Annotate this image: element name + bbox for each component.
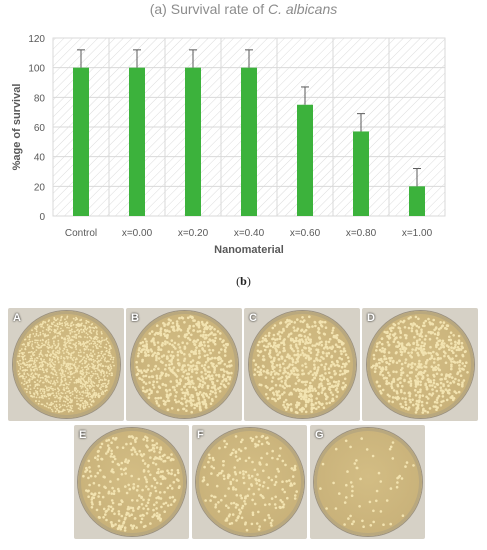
- y-tick-label: 80: [34, 93, 46, 104]
- panel-label-b: (b): [236, 274, 251, 288]
- plate-label: F: [197, 429, 204, 441]
- y-tick-label: 60: [34, 123, 46, 134]
- petri-plate: E: [74, 425, 189, 539]
- petri-plate: B: [126, 308, 242, 421]
- colonies: [16, 315, 115, 414]
- petri-plate: C: [244, 308, 360, 421]
- plate-label: D: [367, 312, 375, 324]
- colonies: [370, 315, 469, 414]
- y-tick-label: 20: [34, 182, 46, 193]
- x-tick-label: x=0.00: [122, 228, 153, 239]
- bar: [129, 67, 145, 217]
- colonies: [201, 434, 298, 532]
- bar: [297, 104, 313, 216]
- y-tick-label: 100: [28, 64, 45, 75]
- bars: [73, 49, 425, 217]
- bar: [409, 186, 425, 216]
- colonies: [82, 435, 181, 532]
- bar: [353, 131, 369, 216]
- x-tick-label: x=0.20: [178, 228, 209, 239]
- petri-dish: [77, 428, 186, 536]
- petri-plate: D: [362, 308, 478, 421]
- survival-bar-chart: 0 20 40 60 80 100 120 Control x=0.00 x=0.20 x=0.40…: [11, 34, 446, 256]
- bar: [73, 67, 89, 217]
- plate-label: A: [13, 312, 21, 324]
- plate-label: B: [131, 312, 139, 324]
- plate-label: G: [315, 429, 324, 441]
- x-tick-label: x=0.80: [346, 228, 377, 239]
- x-tick-label: x=1.00: [402, 228, 433, 239]
- colonies: [252, 315, 351, 414]
- x-axis-label: Nanomaterial: [214, 244, 284, 256]
- petri-dish: [313, 428, 422, 536]
- y-tick-label: 0: [39, 212, 45, 223]
- petri-dish: [195, 428, 304, 536]
- y-axis-label: %age of survival: [11, 84, 23, 171]
- petri-plate: G: [310, 425, 425, 539]
- x-tick-label: x=0.60: [290, 228, 321, 239]
- plate-label: C: [249, 312, 257, 324]
- tick-labels: 0 20 40 60 80 100 120 Control x=0.00 x=0.20 x=0.40…: [28, 34, 432, 239]
- bar: [185, 67, 201, 217]
- y-tick-label: 40: [34, 153, 46, 164]
- x-tick-label: x=0.40: [234, 228, 265, 239]
- colonies: [319, 437, 415, 528]
- bar: [241, 67, 257, 217]
- petri-plate: A: [8, 308, 124, 421]
- species-name: C. albicans: [268, 1, 338, 17]
- colonies: [135, 315, 233, 414]
- plate-label: E: [79, 429, 87, 441]
- petri-plate: F: [192, 425, 307, 539]
- x-tick-label: Control: [65, 228, 97, 239]
- y-tick-label: 120: [28, 34, 45, 45]
- chart-title: (a) Survival rate of C. albicans: [149, 1, 338, 17]
